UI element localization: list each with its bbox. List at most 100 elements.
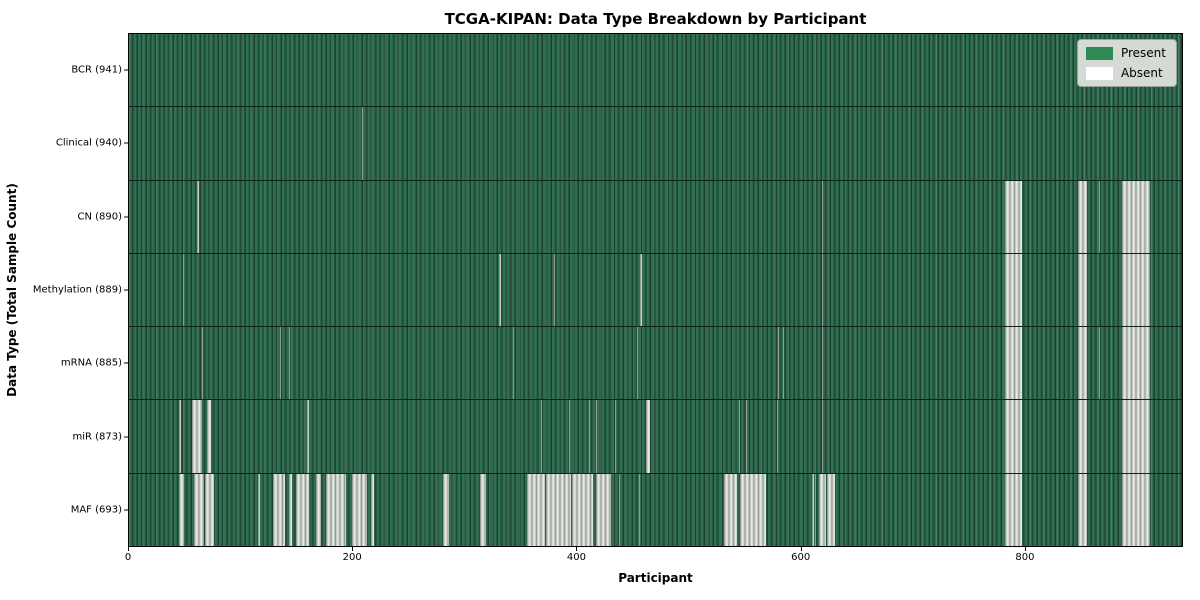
absent-stripe: [614, 400, 616, 473]
absent-stripe: [637, 327, 639, 400]
y-tick-mark: [124, 509, 128, 511]
absent-stripe: [1121, 180, 1150, 253]
absent-stripe: [738, 400, 741, 473]
absent-stripe: [527, 473, 546, 546]
y-tick-label-Methylation: Methylation (889): [32, 284, 122, 296]
absent-stripe: [1121, 400, 1150, 473]
x-tick-label: 200: [342, 552, 362, 563]
plot-area: [128, 33, 1183, 547]
row-mRNA: [129, 326, 1182, 400]
y-tick-mark: [124, 216, 128, 218]
row-Clinical: [129, 106, 1182, 180]
y-axis-ticks: [124, 33, 128, 547]
absent-stripe: [289, 327, 291, 400]
absent-stripe: [361, 107, 363, 180]
y-tick-mark: [124, 289, 128, 291]
absent-stripe: [1077, 253, 1087, 327]
absent-stripe: [1121, 253, 1150, 327]
absent-stripe: [1005, 400, 1022, 473]
y-tick-label-CN: CN (890): [77, 211, 122, 223]
absent-stripe: [1121, 327, 1150, 400]
y-tick-label-MAF: MAF (693): [70, 504, 122, 516]
absent-stripe: [745, 400, 747, 473]
y-tick-label-miR: miR (873): [72, 431, 122, 443]
absent-stripe: [201, 327, 203, 400]
absent-stripe: [182, 253, 184, 327]
y-tick-label-BCR: BCR (941): [71, 64, 122, 76]
absent-stripe: [1005, 180, 1022, 253]
absent-stripe: [640, 253, 642, 327]
chart-title: TCGA-KIPAN: Data Type Breakdown by Parti…: [444, 10, 867, 28]
absent-stripe: [1005, 473, 1022, 546]
absent-stripe: [257, 473, 260, 546]
x-axis-title: Participant: [618, 571, 693, 585]
absent-stripe: [821, 400, 823, 473]
absent-stripe: [315, 473, 322, 546]
row-miR: [129, 399, 1182, 473]
legend-present-label: Present: [1120, 46, 1166, 60]
x-axis-tick-labels: 0 200 400 600 800: [124, 552, 1183, 566]
absent-stripe: [443, 473, 450, 546]
absent-stripe: [480, 473, 486, 546]
absent-stripe: [1077, 180, 1087, 253]
absent-stripe: [273, 473, 285, 546]
absent-stripe: [207, 400, 211, 473]
y-tick-mark: [124, 142, 128, 144]
absent-stripe: [1121, 473, 1150, 546]
present-swatch-icon: [1085, 46, 1113, 60]
absent-stripe: [280, 327, 282, 400]
y-tick-mark: [124, 69, 128, 71]
absent-stripe: [1099, 180, 1101, 253]
absent-stripe: [191, 400, 202, 473]
absent-stripe: [724, 473, 737, 546]
absent-stripe: [205, 473, 215, 546]
absent-stripe: [546, 473, 571, 546]
absent-stripe: [595, 473, 612, 546]
absent-stripe: [568, 400, 570, 473]
x-tick-label: 400: [566, 552, 586, 563]
absent-stripe: [306, 400, 310, 473]
absent-stripe: [325, 473, 347, 546]
y-tick-mark: [124, 362, 128, 364]
absent-stripe: [193, 473, 204, 546]
absent-stripe: [619, 473, 621, 546]
row-BCR: [129, 34, 1182, 107]
absent-stripe: [1077, 473, 1087, 546]
absent-stripe: [776, 400, 779, 473]
absent-stripe: [827, 473, 836, 546]
legend-entry-present: Present: [1085, 46, 1166, 60]
absent-stripe: [588, 400, 591, 473]
absent-stripe: [1005, 253, 1022, 327]
absent-stripe: [1077, 400, 1087, 473]
absent-swatch-icon: [1085, 66, 1113, 80]
y-tick-label-Clinical: Clinical (940): [55, 137, 122, 149]
absent-stripe: [821, 327, 823, 400]
absent-stripe: [512, 327, 515, 400]
absent-stripe: [197, 180, 200, 253]
x-tick-label: 0: [124, 552, 132, 563]
row-Methylation: [129, 252, 1182, 327]
legend-absent-label: Absent: [1120, 66, 1163, 80]
absent-stripe: [595, 400, 597, 473]
row-MAF: [129, 472, 1182, 546]
absent-stripe: [295, 473, 310, 546]
absent-stripe: [179, 473, 184, 546]
x-tick-mark: [800, 547, 802, 551]
x-tick-label: 800: [1015, 552, 1035, 563]
x-tick-mark: [1024, 547, 1026, 551]
legend: Present Absent: [1076, 39, 1177, 87]
absent-stripe: [739, 473, 766, 546]
absent-stripe: [639, 473, 641, 546]
y-axis-labels: BCR (941) Clinical (940) CN (890) Methylati…: [0, 33, 122, 547]
x-axis-ticks: [128, 547, 1183, 551]
legend-entry-absent: Absent: [1085, 66, 1166, 80]
absent-stripe: [289, 473, 293, 546]
absent-stripe: [540, 400, 542, 473]
absent-stripe: [179, 400, 181, 473]
y-tick-mark: [124, 436, 128, 438]
absent-stripe: [778, 327, 780, 400]
absent-stripe: [645, 400, 651, 473]
absent-stripe: [499, 253, 501, 327]
absent-stripe: [821, 180, 823, 253]
